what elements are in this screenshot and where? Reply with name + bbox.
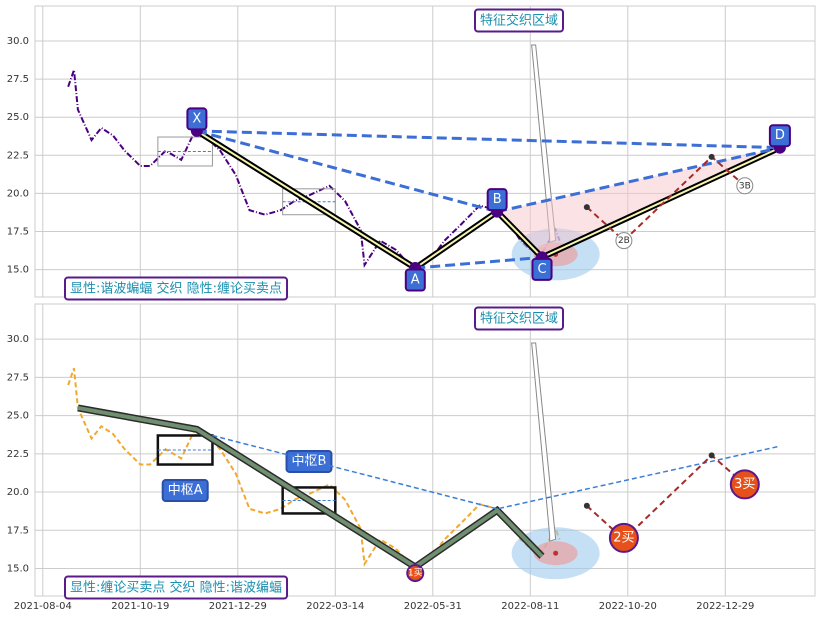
pattern-label: B	[486, 188, 508, 212]
x-tick-label: 2022-10-20	[599, 601, 657, 612]
annotation-text: 特征交织区域	[480, 13, 558, 29]
pattern-ratio	[415, 255, 543, 270]
y-tick-label: 30.0	[7, 334, 29, 345]
forecast-line	[586, 155, 746, 242]
pattern-leg-core	[414, 210, 498, 269]
y-tick-label: 17.5	[7, 525, 29, 536]
zone-label-text: 中枢B	[292, 454, 327, 469]
annotation: 特征交织区域	[473, 8, 565, 33]
y-tick-label: 30.0	[7, 36, 29, 47]
y-tick-label: 25.0	[7, 411, 29, 422]
forecast-point	[708, 452, 715, 459]
plot-area	[34, 303, 816, 597]
x-tick-label: 2022-12-29	[696, 601, 754, 612]
x-tick-label: 2022-03-14	[306, 601, 364, 612]
y-tick-label: 27.5	[7, 372, 29, 383]
pattern-label-text: A	[411, 273, 420, 288]
buy-point	[729, 469, 760, 500]
x-tick-label: 2021-12-29	[209, 601, 267, 612]
forecast-point	[708, 153, 715, 160]
y-tick-label: 15.0	[7, 563, 29, 574]
legend-text: 显性:缠论买卖点 交织 隐性:谐波编蝠	[64, 575, 289, 600]
marker-label: 3B	[739, 181, 751, 191]
legend-text-bg	[64, 575, 289, 600]
annotation-text: 特征交织区域	[480, 311, 558, 327]
feature-dot	[553, 550, 559, 556]
y-tick-label: 20.0	[7, 487, 29, 498]
y-tick-label: 15.0	[7, 265, 29, 276]
plot-area	[34, 5, 816, 298]
forecast-point	[583, 502, 590, 509]
trend-line	[212, 434, 781, 510]
buy-point	[406, 564, 425, 583]
pattern-label-bg	[486, 188, 508, 212]
x-tick-label: 2022-05-31	[404, 601, 462, 612]
pattern-leg-core	[196, 130, 416, 269]
annotation: 特征交织区域	[473, 306, 565, 331]
zone-label-bg	[161, 479, 209, 503]
forecast-line	[586, 453, 746, 541]
pattern-label-text: B	[493, 192, 502, 207]
legend-text-text: 显性:谐波蝙蝠 交织 隐性:缠论买卖点	[70, 281, 282, 297]
pattern-label: X	[186, 107, 208, 131]
x-tick-label: 2021-08-04	[14, 601, 72, 612]
y-tick-label: 25.0	[7, 112, 29, 123]
pattern-label-bg	[404, 268, 426, 292]
y-tick-label: 22.5	[7, 449, 29, 460]
pattern-label-bg	[531, 257, 553, 281]
legend-text-text: 显性:缠论买卖点 交织 隐性:谐波编蝠	[70, 580, 282, 596]
y-tick-label: 17.5	[7, 226, 29, 237]
x-tick-label: 2021-10-19	[111, 601, 169, 612]
y-tick-label: 20.0	[7, 188, 29, 199]
pattern-leg-core	[496, 210, 543, 259]
pattern-ratio	[196, 129, 780, 150]
pattern-label: D	[768, 124, 791, 148]
pattern-label-text: C	[537, 262, 546, 277]
y-tick-label: 22.5	[7, 150, 29, 161]
marker	[615, 232, 633, 250]
zone-label: 中枢A	[161, 479, 209, 503]
pattern-label-bg	[768, 124, 791, 148]
pattern-leg-core	[541, 146, 781, 259]
legend-text: 显性:谐波蝙蝠 交织 隐性:缠论买卖点	[64, 276, 289, 301]
zone-label-bg	[285, 449, 333, 473]
pattern-label: A	[404, 268, 426, 292]
zone-label-text: 中枢A	[168, 483, 203, 498]
pattern-label: C	[531, 257, 553, 281]
annotation-bg	[473, 306, 565, 331]
buy-label: 2买	[613, 530, 634, 545]
legend-text-bg	[64, 276, 289, 301]
pattern-label-text: X	[192, 111, 201, 126]
y-tick-label: 27.5	[7, 74, 29, 85]
buy-label: 3买	[734, 477, 755, 492]
feature-arrow	[531, 342, 557, 542]
pattern-fill	[497, 147, 780, 258]
pattern-ratio	[496, 146, 781, 214]
x-tick-label: 2022-08-11	[501, 601, 559, 612]
pattern-label-text: D	[775, 128, 785, 143]
zone-label: 中枢B	[285, 449, 333, 473]
pattern-ratio	[196, 129, 498, 214]
pattern-label-bg	[186, 107, 208, 131]
marker-label: 2B	[618, 236, 630, 246]
marker	[736, 177, 754, 195]
annotation-bg	[473, 8, 565, 33]
buy-point	[608, 522, 639, 553]
forecast-point	[583, 204, 590, 211]
buy-label: 1买	[408, 568, 423, 579]
